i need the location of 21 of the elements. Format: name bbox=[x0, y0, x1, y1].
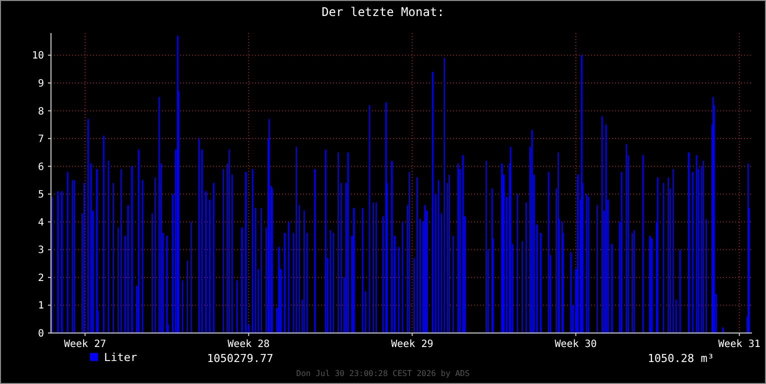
y-tick-label: 1 bbox=[38, 300, 44, 312]
text: Don Jul 30 23:00:28 CEST 2026 by ADS bbox=[296, 369, 470, 378]
x-tick-label: Week 31 bbox=[718, 339, 760, 350]
x-tick-label: Week 27 bbox=[64, 339, 106, 350]
y-tick-label: 8 bbox=[38, 106, 44, 118]
text: 1050.28 m³ bbox=[648, 352, 714, 365]
x-tick-label: Week 30 bbox=[554, 339, 597, 350]
y-tick-label: 5 bbox=[38, 190, 44, 201]
y-tick-label: 4 bbox=[38, 217, 44, 228]
y-tick-label: 0 bbox=[38, 328, 44, 340]
y-tick-label: 6 bbox=[38, 162, 44, 173]
text: 1050279.77 bbox=[207, 352, 274, 365]
legend-label: Liter bbox=[104, 351, 138, 364]
y-tick-label: 7 bbox=[38, 134, 44, 146]
y-tick-label: 3 bbox=[38, 245, 44, 256]
y-tick-label: 2 bbox=[38, 272, 44, 284]
x-tick-label: Week 29 bbox=[391, 339, 434, 350]
x-tick-label: Week 28 bbox=[228, 339, 270, 350]
y-tick-label: 10 bbox=[32, 50, 44, 62]
y-tick-label: 9 bbox=[38, 78, 44, 90]
chart-title: Der letzte Monat: bbox=[322, 5, 444, 19]
